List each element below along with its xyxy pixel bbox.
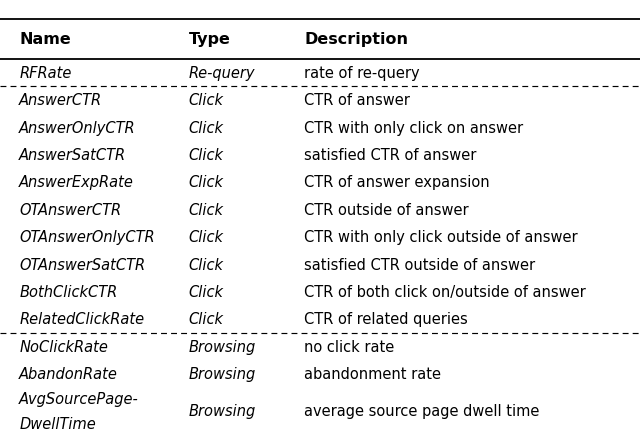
Text: AnswerOnlyCTR: AnswerOnlyCTR [19, 120, 136, 135]
Text: DwellTime: DwellTime [19, 416, 96, 431]
Text: Browsing: Browsing [189, 339, 256, 354]
Text: satisfied CTR outside of answer: satisfied CTR outside of answer [304, 257, 535, 272]
Text: Click: Click [189, 230, 224, 245]
Text: OTAnswerSatCTR: OTAnswerSatCTR [19, 257, 145, 272]
Text: CTR outside of answer: CTR outside of answer [304, 202, 468, 217]
Text: Click: Click [189, 148, 224, 163]
Text: Click: Click [189, 120, 224, 135]
Text: AnswerCTR: AnswerCTR [19, 93, 102, 108]
Text: CTR of answer expansion: CTR of answer expansion [304, 175, 490, 190]
Text: abandonment rate: abandonment rate [304, 366, 441, 381]
Text: CTR of both click on/outside of answer: CTR of both click on/outside of answer [304, 284, 586, 299]
Text: AvgSourcePage-: AvgSourcePage- [19, 391, 139, 406]
Text: Type: Type [189, 32, 230, 47]
Text: RFRate: RFRate [19, 66, 72, 81]
Text: AbandonRate: AbandonRate [19, 366, 118, 381]
Text: Click: Click [189, 175, 224, 190]
Text: BothClickCTR: BothClickCTR [19, 284, 118, 299]
Text: CTR of answer: CTR of answer [304, 93, 410, 108]
Text: CTR with only click outside of answer: CTR with only click outside of answer [304, 230, 578, 245]
Text: Re-query: Re-query [189, 66, 255, 81]
Text: CTR with only click on answer: CTR with only click on answer [304, 120, 523, 135]
Text: Click: Click [189, 312, 224, 327]
Text: RelatedClickRate: RelatedClickRate [19, 312, 145, 327]
Text: OTAnswerCTR: OTAnswerCTR [19, 202, 122, 217]
Text: Click: Click [189, 257, 224, 272]
Text: AnswerSatCTR: AnswerSatCTR [19, 148, 126, 163]
Text: no click rate: no click rate [304, 339, 394, 354]
Text: NoClickRate: NoClickRate [19, 339, 108, 354]
Text: Browsing: Browsing [189, 404, 256, 418]
Text: CTR of related queries: CTR of related queries [304, 312, 468, 327]
Text: Description: Description [304, 32, 408, 47]
Text: satisfied CTR of answer: satisfied CTR of answer [304, 148, 476, 163]
Text: Browsing: Browsing [189, 366, 256, 381]
Text: Click: Click [189, 202, 224, 217]
Text: OTAnswerOnlyCTR: OTAnswerOnlyCTR [19, 230, 155, 245]
Text: AnswerExpRate: AnswerExpRate [19, 175, 134, 190]
Text: Click: Click [189, 93, 224, 108]
Text: average source page dwell time: average source page dwell time [304, 404, 540, 418]
Text: Click: Click [189, 284, 224, 299]
Text: rate of re-query: rate of re-query [304, 66, 420, 81]
Text: Name: Name [19, 32, 71, 47]
